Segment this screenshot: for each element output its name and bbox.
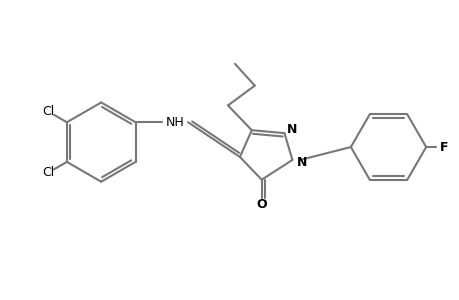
- Text: F: F: [439, 140, 447, 154]
- Text: Cl: Cl: [42, 105, 54, 118]
- Text: O: O: [256, 198, 266, 211]
- Text: NH: NH: [165, 116, 184, 129]
- Text: N: N: [286, 123, 296, 136]
- Text: Cl: Cl: [42, 166, 54, 179]
- Text: N: N: [296, 156, 306, 170]
